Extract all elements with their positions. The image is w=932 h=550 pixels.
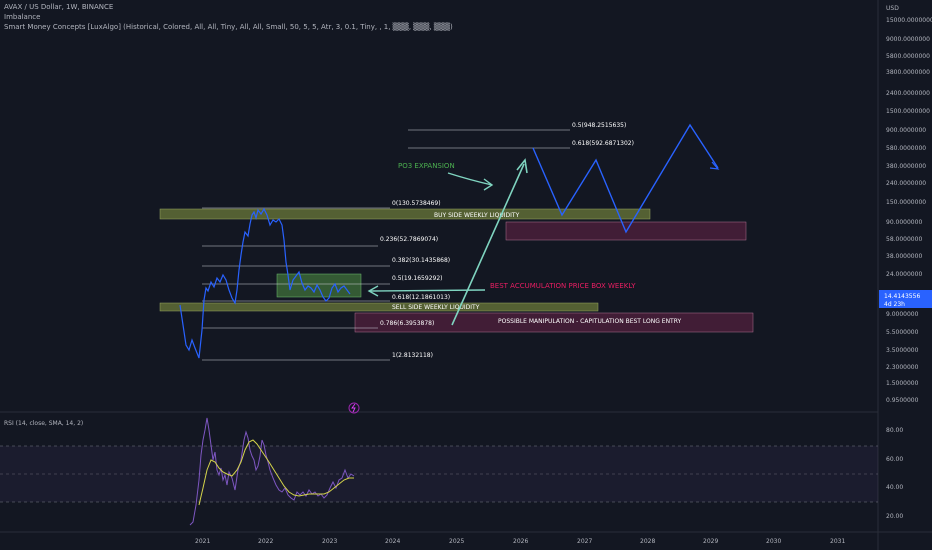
time-tick: 2022 [258,538,273,545]
projection-label-05: 0.5(948.2515635) [572,122,626,129]
price-tick: 3800.0000000 [886,69,930,76]
po3-label: PO3 EXPANSION [398,162,455,170]
price-tick: 3.5000000 [886,347,919,354]
price-tick: 380.0000000 [886,163,926,170]
fib-retracement[interactable]: 0(130.5738469) 0.236(52.7869074) 0.382(3… [202,200,450,361]
fib-label-0382: 0.382(30.1435868) [392,257,450,264]
fib-label-0786: 0.786(6.3953878) [380,320,434,327]
box-arrowhead [367,285,379,297]
box-arrow[interactable] [369,289,486,292]
po3-arrowhead [483,178,494,191]
price-axis-ticks[interactable]: 15000.0000000 9000.0000000 5800.0000000 380… [886,17,932,404]
price-tick: 1500.0000000 [886,108,930,115]
rsi-tick: 80.00 [886,427,903,434]
current-price-tag [879,290,932,308]
price-tick: 1.5000000 [886,380,919,387]
sell-side-label: SELL SIDE WEEKLY LIQUIDITY [392,304,480,311]
time-tick: 2026 [513,538,528,545]
buy-side-liquidity-zone[interactable] [159,208,651,220]
price-tick: 2.3000000 [886,364,919,371]
time-tick: 2023 [322,538,337,545]
price-tick: 9.0000000 [886,311,919,318]
fib-label-0: 0(130.5738469) [392,200,441,207]
rsi-axis-ticks: 80.00 60.00 40.00 20.00 [886,427,903,520]
projection-path [532,123,719,234]
best-box-label: BEST ACCUMULATION PRICE BOX WEEKLY [490,282,636,290]
manipulation-label: POSSIBLE MANIPULATION - CAPITULATION BES… [498,318,682,325]
time-tick: 2021 [195,538,210,545]
time-tick: 2031 [830,538,845,545]
fib-label-0618: 0.618(12.1861013) [392,294,450,301]
time-axis-ticks[interactable]: 2021 2022 2023 2024 2025 2026 2027 2028 2029 2030… [195,538,845,545]
fib-label-05: 0.5(19.1659292) [392,275,443,282]
price-tick: 900.0000000 [886,127,926,134]
rsi-ma-line [198,439,354,506]
smc-indicator-label[interactable]: Smart Money Concepts [LuxAlgo] (Historic… [4,23,453,31]
time-tick: 2028 [640,538,655,545]
symbol-title: AVAX / US Dollar, 1W, BINANCE [4,3,114,11]
rsi-tick: 20.00 [886,513,903,520]
time-tick: 2030 [766,538,781,545]
rsi-label[interactable]: RSI (14, close, SMA, 14, 2) [4,420,83,427]
fib-projection[interactable]: 0.5(948.2515635) 0.618(592.6871302) [408,122,634,149]
time-tick: 2024 [385,538,400,545]
price-tick: 150.0000000 [886,199,926,206]
rsi-line [189,417,355,526]
buy-side-label: BUY SIDE WEEKLY LIQUIDITY [434,212,520,219]
accumulation-box[interactable] [276,273,362,298]
currency-label: USD [886,5,899,12]
rally-arrow[interactable] [451,163,525,326]
fib-label-0236: 0.236(52.7869074) [380,236,438,243]
price-tick: 580.0000000 [886,145,926,152]
rsi-tick: 60.00 [886,456,903,463]
candle-countdown: 4d 23h [884,301,905,308]
price-tick: 90.0000000 [886,219,922,226]
price-tick: 5.5000000 [886,329,919,336]
price-tick: 240.0000000 [886,180,926,187]
projection-arrowhead [709,161,720,170]
po3-arrow[interactable] [447,172,493,186]
time-tick: 2029 [703,538,718,545]
price-tick: 5800.0000000 [886,53,930,60]
lightning-icon[interactable] [348,402,360,414]
price-tick: 2400.0000000 [886,90,930,97]
current-price-value: 14.4143556 [884,293,920,300]
rsi-tick: 40.00 [886,484,903,491]
imbalance-indicator-label[interactable]: Imbalance [4,13,41,21]
price-tick: 15000.0000000 [886,17,932,24]
price-tick: 9000.0000000 [886,36,930,43]
price-tick: 38.0000000 [886,253,922,260]
rally-arrowhead [516,158,528,174]
price-tick: 58.0000000 [886,236,922,243]
price-tick: 0.9500000 [886,397,919,404]
sell-side-liquidity-zone[interactable] [159,302,599,312]
fib-label-1: 1(2.8132118) [392,352,433,359]
time-tick: 2027 [577,538,592,545]
projection-label-0618: 0.618(592.6871302) [572,140,634,147]
price-line [179,207,351,359]
price-tick: 24.0000000 [886,271,922,278]
time-tick: 2025 [449,538,464,545]
